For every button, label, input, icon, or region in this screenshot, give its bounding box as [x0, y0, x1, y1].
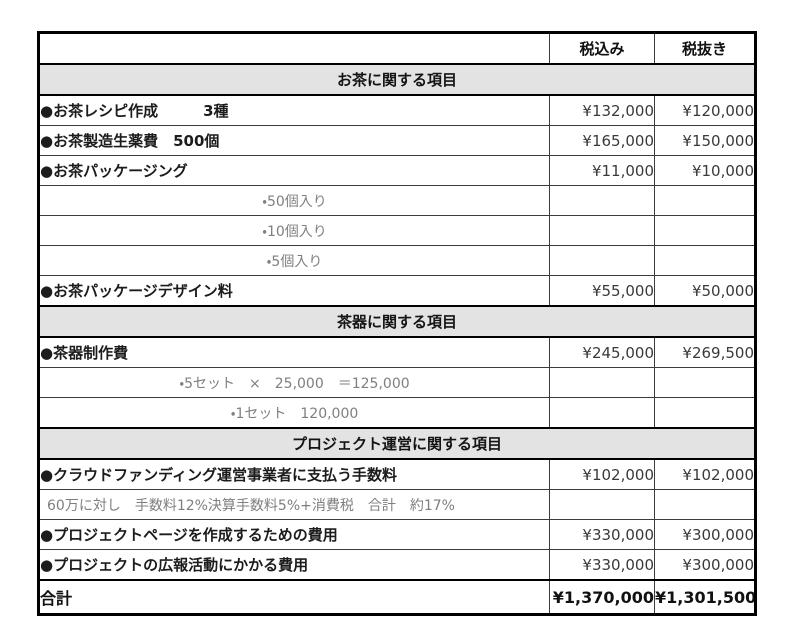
- item-label-cell: ・5個入り: [38, 245, 550, 276]
- price-tax-included-cell: ¥330,000: [549, 519, 655, 550]
- price-tax-excluded-cell: [654, 245, 756, 276]
- table-row: ・50個入り: [38, 185, 756, 216]
- item-label-cell: ●お茶パッケージング: [38, 155, 550, 186]
- section-header-row: 茶器に関する項目: [38, 305, 756, 338]
- col-header-empty: [38, 32, 550, 65]
- price-tax-excluded-cell: ¥102,000: [654, 458, 756, 490]
- table-row: ●お茶製造生薬費 500個 ¥165,000 ¥150,000: [38, 125, 756, 156]
- price-tax-included-cell: [549, 245, 655, 276]
- price-tax-excluded-cell: ¥1,301,500: [654, 579, 756, 615]
- price-tax-excluded-cell: ¥269,500: [654, 336, 756, 368]
- item-label-cell: ・5セット × 25,000 ＝125,000: [38, 367, 550, 398]
- col-header-tax-excluded: 税抜き: [654, 32, 756, 65]
- item-label-cell: ●茶器制作費: [38, 336, 550, 368]
- total-row: 合計 ¥1,370,000 ¥1,301,500: [38, 579, 756, 615]
- price-tax-included-cell: [549, 367, 655, 398]
- item-label-cell: ●お茶製造生薬費 500個: [38, 125, 550, 156]
- section-header-row: プロジェクト運営に関する項目: [38, 427, 756, 460]
- table-row: ●茶器制作費 ¥245,000 ¥269,500: [38, 336, 756, 368]
- item-label-cell: ・50個入り: [38, 185, 550, 216]
- price-tax-excluded-cell: [654, 215, 756, 246]
- price-tax-included-cell: ¥165,000: [549, 125, 655, 156]
- table-row: ●お茶パッケージデザイン料 ¥55,000 ¥50,000: [38, 275, 756, 307]
- price-tax-included-cell: [549, 185, 655, 216]
- price-tax-included-cell: ¥132,000: [549, 94, 655, 126]
- price-tax-excluded-cell: [654, 397, 756, 429]
- total-label-cell: 合計: [38, 579, 550, 615]
- budget-table-body: 税込み 税抜き お茶に関する項目 ●お茶レシピ作成 3種 ¥132,000 ¥120,…: [38, 32, 756, 615]
- col-header-tax-included: 税込み: [549, 32, 655, 65]
- section-title: 茶器に関する項目: [38, 305, 756, 338]
- section-header-row: お茶に関する項目: [38, 63, 756, 96]
- price-tax-excluded-cell: ¥120,000: [654, 94, 756, 126]
- price-tax-included-cell: [549, 489, 655, 520]
- price-tax-excluded-cell: [654, 185, 756, 216]
- price-tax-excluded-cell: ¥300,000: [654, 549, 756, 581]
- budget-table: 税込み 税抜き お茶に関する項目 ●お茶レシピ作成 3種 ¥132,000 ¥120,…: [37, 31, 757, 616]
- budget-table-container: 税込み 税抜き お茶に関する項目 ●お茶レシピ作成 3種 ¥132,000 ¥120,…: [37, 31, 757, 616]
- price-tax-included-cell: ¥245,000: [549, 336, 655, 368]
- price-tax-included-cell: [549, 215, 655, 246]
- section-title: お茶に関する項目: [38, 63, 756, 96]
- price-tax-included-cell: ¥330,000: [549, 549, 655, 581]
- price-tax-excluded-cell: [654, 367, 756, 398]
- column-header-row: 税込み 税抜き: [38, 32, 756, 65]
- table-row: ●お茶レシピ作成 3種 ¥132,000 ¥120,000: [38, 94, 756, 126]
- item-label-cell: ●お茶パッケージデザイン料: [38, 275, 550, 307]
- section-title: プロジェクト運営に関する項目: [38, 427, 756, 460]
- price-tax-excluded-cell: [654, 489, 756, 520]
- table-row: ●プロジェクトの広報活動にかかる費用 ¥330,000 ¥300,000: [38, 549, 756, 581]
- table-row: ・5個入り: [38, 245, 756, 276]
- price-tax-excluded-cell: ¥300,000: [654, 519, 756, 550]
- table-row: ●クラウドファンディング運営事業者に支払う手数料 ¥102,000 ¥102,000: [38, 458, 756, 490]
- table-row: ・1セット 120,000: [38, 397, 756, 429]
- price-tax-included-cell: ¥1,370,000: [549, 579, 655, 615]
- table-row: ・10個入り: [38, 215, 756, 246]
- item-label-cell: 60万に対し 手数料12%決算手数料5%+消費税 合計 約17%: [38, 489, 550, 520]
- price-tax-included-cell: ¥55,000: [549, 275, 655, 307]
- price-tax-included-cell: ¥102,000: [549, 458, 655, 490]
- price-tax-included-cell: ¥11,000: [549, 155, 655, 186]
- item-label-cell: ●プロジェクトの広報活動にかかる費用: [38, 549, 550, 581]
- table-row: ●お茶パッケージング ¥11,000 ¥10,000: [38, 155, 756, 186]
- table-row: ・5セット × 25,000 ＝125,000: [38, 367, 756, 398]
- item-label-cell: ●クラウドファンディング運営事業者に支払う手数料: [38, 458, 550, 490]
- item-label-cell: ・10個入り: [38, 215, 550, 246]
- item-label-cell: ●プロジェクトページを作成するための費用: [38, 519, 550, 550]
- price-tax-included-cell: [549, 397, 655, 429]
- item-label-cell: ・1セット 120,000: [38, 397, 550, 429]
- price-tax-excluded-cell: ¥150,000: [654, 125, 756, 156]
- price-tax-excluded-cell: ¥10,000: [654, 155, 756, 186]
- price-tax-excluded-cell: ¥50,000: [654, 275, 756, 307]
- table-row: 60万に対し 手数料12%決算手数料5%+消費税 合計 約17%: [38, 489, 756, 520]
- item-label-cell: ●お茶レシピ作成 3種: [38, 94, 550, 126]
- table-row: ●プロジェクトページを作成するための費用 ¥330,000 ¥300,000: [38, 519, 756, 550]
